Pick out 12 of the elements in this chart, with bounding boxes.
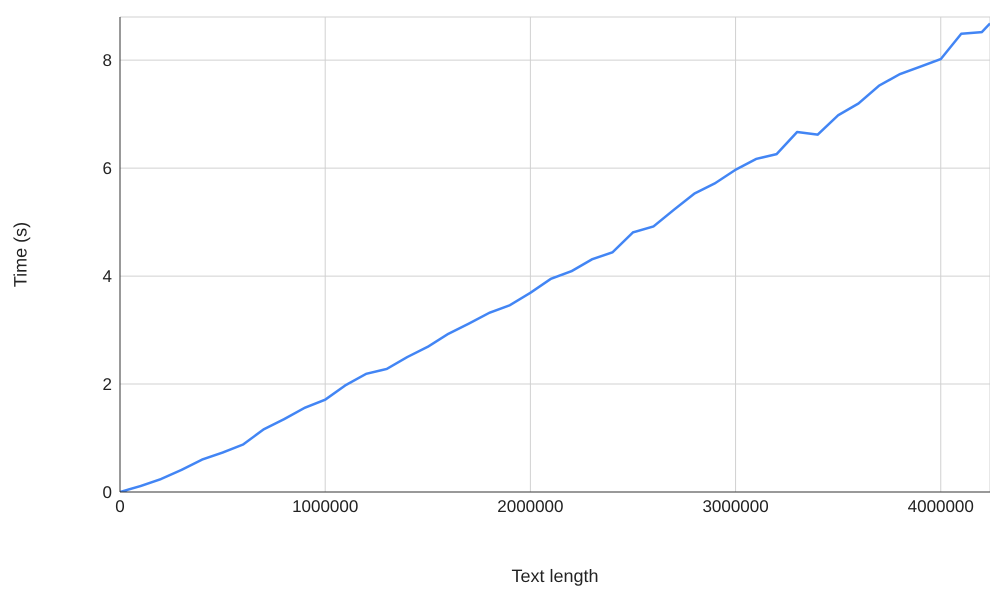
y-tick-label: 6 bbox=[102, 159, 112, 178]
y-tick-label: 2 bbox=[102, 375, 112, 394]
x-axis-title: Text length bbox=[511, 566, 599, 586]
y-tick-label: 8 bbox=[102, 51, 112, 70]
x-tick-label: 3000000 bbox=[702, 497, 769, 516]
y-tick-label: 4 bbox=[102, 267, 112, 286]
y-axis-title: Time (s) bbox=[10, 222, 30, 288]
x-tick-label: 2000000 bbox=[497, 497, 564, 516]
y-tick-label: 0 bbox=[102, 483, 112, 502]
x-tick-label: 0 bbox=[115, 497, 125, 516]
x-tick-label: 1000000 bbox=[292, 497, 358, 516]
x-tick-label: 4000000 bbox=[908, 497, 974, 516]
